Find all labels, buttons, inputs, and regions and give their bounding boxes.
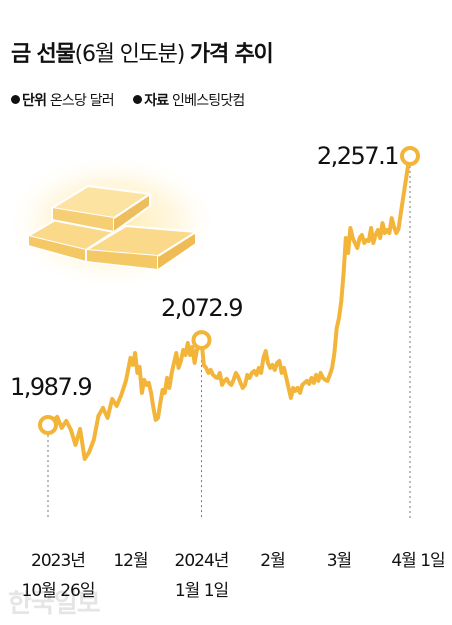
highlight-label: 1,987.9 xyxy=(10,373,91,401)
x-tick-label: 12월 xyxy=(113,551,147,571)
highlight-marker xyxy=(191,330,212,351)
source-label: 자료 xyxy=(144,93,169,109)
bullet-icon xyxy=(133,95,143,104)
chart-meta: 단위 온스당 달러 자료 인베스팅닷컴 xyxy=(11,90,245,110)
x-tick-label-line2: 1월 1일 xyxy=(175,581,228,601)
chart-title-paren: (6월 인도분) xyxy=(74,42,186,67)
unit-value: 온스당 달러 xyxy=(49,93,115,109)
x-tick-label: 3월 xyxy=(327,551,351,571)
x-tick-label: 2023년 xyxy=(31,551,85,571)
bullet-icon xyxy=(11,95,20,104)
gold-bars-icon xyxy=(4,154,220,290)
unit-label: 단위 xyxy=(22,93,47,109)
chart-title-main: 금 선물 xyxy=(11,42,76,67)
highlight-marker xyxy=(38,415,58,435)
price-line xyxy=(46,154,412,461)
x-tick-label: 2024년 xyxy=(175,551,229,571)
highlight-label: 2,257.1 xyxy=(317,142,398,170)
x-tick-label: 2월 xyxy=(260,551,284,571)
source-value: 인베스팅닷컴 xyxy=(172,93,245,109)
highlight-marker xyxy=(400,146,420,166)
x-tick-label: 4월 1일 xyxy=(391,551,444,571)
chart-title-tail: 가격 추이 xyxy=(189,42,274,67)
chart-title: 금 선물(6월 인도분) 가격 추이 xyxy=(11,36,274,68)
x-tick-label-line2: 10월 26일 xyxy=(22,581,95,601)
watermark-logo: 한국일보 xyxy=(8,589,101,619)
highlight-label: 2,072.9 xyxy=(161,294,242,322)
